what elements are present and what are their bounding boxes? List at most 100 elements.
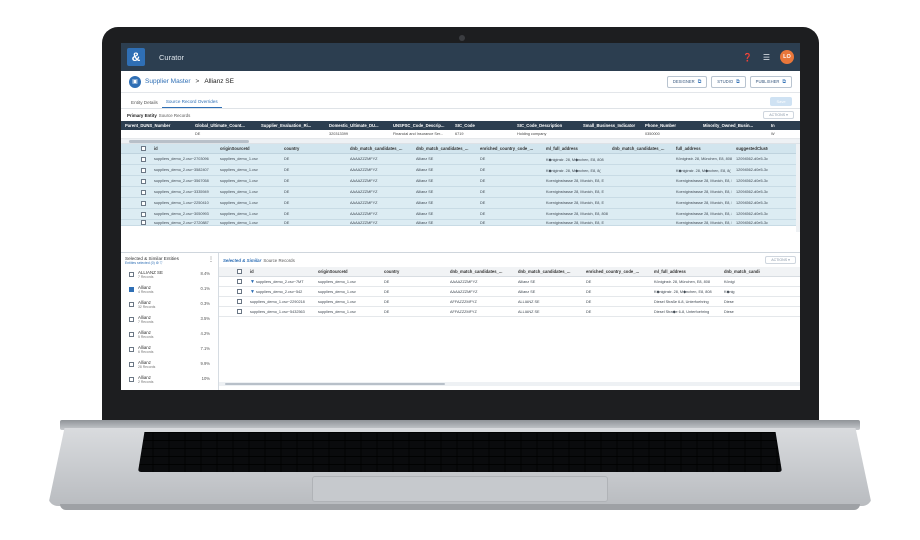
tab-source-record-overrides[interactable]: Source Record Overrides (161, 99, 222, 108)
table-row[interactable]: suppliers_demo_1.csv~2290218 suppliers_de… (219, 297, 800, 307)
publisher-button[interactable]: PUBLISHER ⧉ (749, 75, 792, 88)
column-header[interactable]: Minority_Owned_Busin... (703, 123, 754, 128)
entity-checkbox[interactable] (129, 362, 134, 367)
grid-menu-icon[interactable]: ☰ (762, 52, 770, 62)
cell-text: DE (586, 309, 592, 314)
similar-actions-button[interactable]: ACTIONS ▾ (765, 256, 796, 264)
table-row[interactable]: suppliers_demo_2.csv~3567058 suppliers_de… (121, 176, 800, 187)
column-header[interactable]: id (154, 146, 158, 151)
column-header[interactable]: enriched_country_code_... (480, 146, 534, 151)
row-checkbox[interactable] (237, 299, 242, 304)
entity-checkbox[interactable] (129, 287, 134, 292)
list-item[interactable]: Allianz 5 Records 4.2% (121, 328, 218, 343)
list-item[interactable]: Allianz 4 Records 0.1% (121, 283, 218, 298)
bottom-split: Selected & Similar Entities Entities sel… (121, 252, 800, 390)
list-item[interactable]: Allianz 32 Records 0.3% (121, 298, 218, 313)
table-row[interactable]: suppliers_demo_2.csv~3335949 suppliers_de… (121, 187, 800, 198)
source-grid-vertical-scrollbar[interactable] (796, 144, 800, 232)
table-cell: K◆niginstr. 28, M◆nchen, E8, 808 (650, 289, 720, 294)
table-row[interactable]: suppliers_demo_1.csv~5432563 suppliers_de… (219, 307, 800, 317)
row-checkbox[interactable] (237, 279, 242, 284)
column-header[interactable]: Small_Business_Indicator (583, 123, 636, 128)
column-header[interactable]: UNSPSC_Code_Descrip... (393, 123, 445, 128)
similar-horizontal-scrollbar[interactable] (219, 382, 800, 386)
list-item[interactable]: Allianz 2 Records 10% (121, 373, 218, 388)
primary-table-row[interactable]: DE 320313399 Financial and Insurance Ser..… (121, 130, 800, 139)
row-checkbox[interactable] (237, 289, 242, 294)
cell-text: DE (384, 299, 390, 304)
table-row[interactable]: suppliers_demo_2.csv~3582407 suppliers_de… (121, 165, 800, 176)
kebab-menu-icon[interactable]: ⋮ (208, 257, 214, 263)
column-header[interactable]: dnb_match_candidates_... (350, 146, 403, 151)
entity-match-percent: 9.9% (200, 361, 210, 366)
entity-checkbox[interactable] (129, 272, 134, 277)
studio-button[interactable]: STUDIO ⧉ (711, 75, 746, 88)
list-item[interactable]: ALLIANZ SE 7 Records 8.4% (121, 268, 218, 283)
column-header[interactable]: ml_full_address (546, 146, 578, 151)
column-header[interactable]: In (771, 123, 775, 128)
column-header[interactable]: Domestic_Ultimate_DU... (329, 123, 379, 128)
row-checkbox[interactable] (141, 156, 146, 162)
row-checkbox[interactable] (141, 220, 146, 225)
select-all-checkbox[interactable] (237, 269, 242, 274)
breadcrumb-root[interactable]: Supplier Master (145, 78, 191, 85)
primary-actions-button[interactable]: ACTIONS ▾ (763, 111, 794, 119)
column-header[interactable]: ml_full_address (654, 269, 686, 274)
table-cell: Allianz SE (514, 280, 582, 284)
question-circle-icon[interactable]: ❓ (742, 52, 753, 62)
user-avatar[interactable]: LO (780, 50, 794, 64)
column-header[interactable]: Parent_DUNS_Number (125, 123, 171, 128)
column-header[interactable]: Supplier_Evaluation_Ri... (261, 123, 312, 128)
column-header[interactable]: country (284, 146, 300, 151)
designer-button[interactable]: DESIGNER ⧉ (666, 75, 708, 88)
column-header[interactable]: dnb_match_candidates_... (724, 269, 760, 274)
table-row[interactable]: suppliers_demo_2.csv~2720887 suppliers_de… (121, 220, 800, 226)
list-item[interactable]: Allianz 7 Records 3.5% (121, 313, 218, 328)
row-checkbox[interactable] (237, 309, 242, 314)
column-header[interactable]: country (384, 269, 400, 274)
column-header[interactable]: Global_Ultimate_Count... (195, 123, 245, 128)
column-header[interactable]: id (250, 269, 254, 274)
entity-checkbox[interactable] (129, 332, 134, 337)
column-header[interactable]: originSourceId (318, 269, 348, 274)
column-header[interactable]: dnb_match_candidates_... (416, 146, 469, 151)
column-header[interactable]: Phone_Number (645, 123, 676, 128)
table-row[interactable]: suppliers_demo_1.csv~2250410 suppliers_de… (121, 198, 800, 209)
publisher-label: PUBLISHER (755, 79, 780, 84)
app-logo[interactable]: & (127, 48, 145, 66)
table-cell: DE (480, 201, 486, 205)
row-checkbox[interactable] (141, 178, 146, 184)
table-row[interactable]: ▼suppliers_demo_2.csv~542 suppliers_demo_… (219, 287, 800, 297)
entity-checkbox[interactable] (129, 317, 134, 322)
list-item[interactable]: Allianz 6 Records 7.1% (121, 343, 218, 358)
cell-text: Königi (724, 279, 735, 284)
table-row[interactable]: suppliers_demo_2.csv~3050993 suppliers_de… (121, 209, 800, 220)
column-header[interactable]: full_address (676, 146, 701, 151)
column-header[interactable]: originSourceId (220, 146, 250, 151)
row-checkbox[interactable] (141, 200, 146, 206)
save-button[interactable]: Save (770, 97, 792, 106)
select-all-checkbox[interactable] (141, 146, 146, 151)
column-header[interactable]: dnb_match_candidates_... (518, 269, 571, 274)
row-checkbox[interactable] (141, 211, 146, 217)
entity-checkbox[interactable] (129, 377, 134, 382)
column-header[interactable]: dnb_match_candidates_... (612, 146, 665, 151)
list-item[interactable]: Allianz 28 Records 9.9% (121, 358, 218, 373)
column-header[interactable]: suggestedClusterIds (736, 146, 768, 151)
column-header[interactable]: SIC_Code_Description (517, 123, 563, 128)
row-checkbox[interactable] (141, 167, 146, 173)
column-header[interactable]: SIC_Code (455, 123, 475, 128)
table-cell: suppliers_demo_1.csv~5432563 (246, 310, 314, 314)
primary-horizontal-scrollbar[interactable] (121, 139, 800, 144)
entity-checkbox[interactable] (129, 302, 134, 307)
row-checkbox[interactable] (141, 189, 146, 195)
entity-checkbox[interactable] (129, 347, 134, 352)
column-header[interactable]: dnb_match_candidates_... (450, 269, 503, 274)
entity-name: Allianz (138, 375, 151, 380)
table-row[interactable]: ▼suppliers_demo_2.csv~7MT suppliers_demo_… (219, 277, 800, 287)
entity-match-percent: 4.2% (200, 331, 210, 336)
column-header[interactable]: enriched_country_code_... (586, 269, 640, 274)
table-row[interactable]: suppliers_demo_2.csv~2703096 suppliers_de… (121, 154, 800, 165)
similar-entities-subtitle[interactable]: Entities selected (0) ⚙ ▽ (125, 261, 163, 265)
tab-entity-details[interactable]: Entity Details (131, 100, 158, 105)
